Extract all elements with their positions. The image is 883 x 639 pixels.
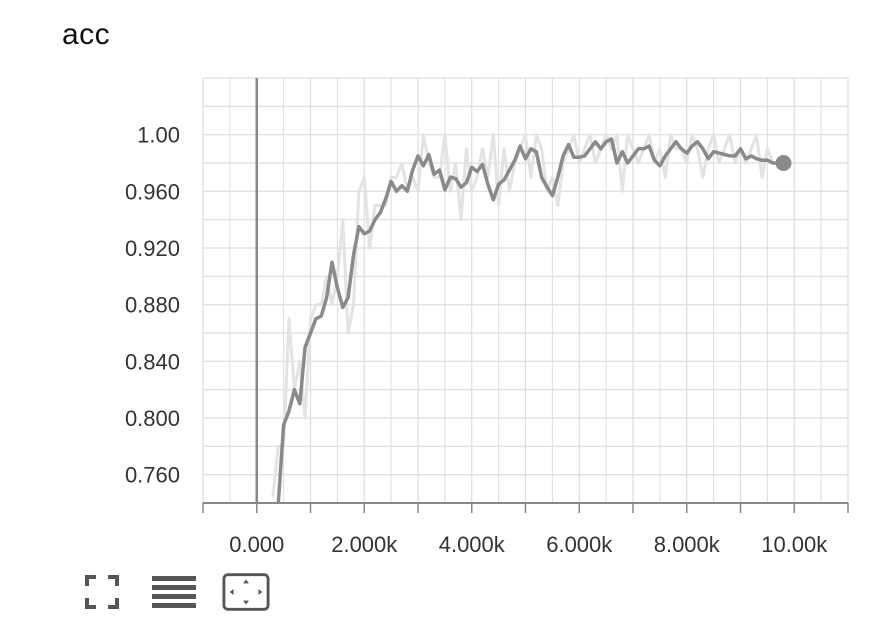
fit-domain-icon: [222, 573, 270, 611]
toggle-y-log-button[interactable]: [150, 570, 198, 614]
y-tick-label: 0.800: [125, 406, 180, 431]
toggle-y-log-icon: [152, 576, 196, 608]
y-tick-label: 1.00: [137, 123, 180, 148]
y-tick-label: 0.880: [125, 293, 180, 318]
x-tick-label: 2.000k: [331, 532, 398, 557]
x-tick-label: 0.000: [229, 532, 284, 557]
fullscreen-icon: [85, 575, 119, 609]
raw-series-line: [271, 133, 785, 498]
x-tick-label: 8.000k: [654, 532, 721, 557]
y-tick-label: 0.840: [125, 349, 180, 374]
y-tick-label: 0.960: [125, 179, 180, 204]
axes: [202, 78, 849, 513]
smoothed-series: [276, 137, 792, 503]
chart-toolbar: [78, 570, 294, 614]
chart-title: acc: [62, 18, 111, 51]
y-tick-label: 0.760: [125, 463, 180, 488]
smoothed-series-line: [276, 137, 786, 503]
raw-series: [271, 133, 785, 498]
x-tick-label: 4.000k: [439, 532, 506, 557]
x-tick-label: 10.00k: [761, 532, 828, 557]
x-tick-label: 6.000k: [546, 532, 613, 557]
last-point-marker: [775, 155, 792, 171]
y-tick-label: 0.920: [125, 236, 180, 261]
fullscreen-button[interactable]: [78, 570, 126, 614]
fit-domain-button[interactable]: [222, 570, 270, 614]
acc-chart: 0.760 0.800 0.840 0.880 0.920 0.960 1.00 0.000 2…: [125, 77, 849, 557]
tick-labels: 0.760 0.800 0.840 0.880 0.920 0.960 1.00 0.000 2…: [125, 123, 828, 557]
